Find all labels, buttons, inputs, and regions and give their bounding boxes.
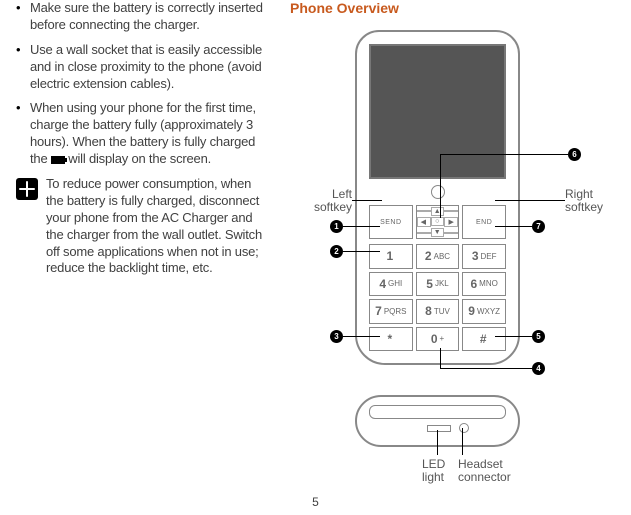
- keypad: 12ABC3DEF 4GHI5JKL6MNO 7PQRS8TUV9WXYZ *0+#: [369, 244, 506, 351]
- callout-num-7: 7: [532, 220, 545, 233]
- led-light-icon: [427, 425, 451, 432]
- phone-diagram: SEND ▲ ◀○▶ ▼ END 12ABC3DEF4GHI5JKL6MNO7P…: [310, 30, 610, 500]
- leader-line: [440, 154, 568, 155]
- callout-num-1: 1: [330, 220, 343, 233]
- keypad-key: 2ABC: [416, 244, 460, 269]
- callout-num-4: 4: [532, 362, 545, 375]
- leader-line: [343, 251, 380, 252]
- bullet-item: Use a wall socket that is easily accessi…: [16, 42, 270, 93]
- tip-block: To reduce power consumption, when the ba…: [16, 176, 270, 277]
- tip-icon: [16, 178, 38, 200]
- leader-line: [440, 368, 532, 369]
- phone-logo-icon: [431, 185, 445, 199]
- end-label: END: [476, 219, 492, 226]
- bullet-item: Make sure the battery is correctly inser…: [16, 0, 270, 34]
- leader-line: [495, 226, 532, 227]
- keypad-key: *: [369, 327, 413, 352]
- leader-line: [440, 348, 441, 368]
- send-label: SEND: [380, 219, 401, 226]
- page-number: 5: [312, 495, 319, 509]
- softkey-row: SEND ▲ ◀○▶ ▼ END: [369, 205, 506, 239]
- headset-connector-label: Headset connector: [458, 458, 511, 484]
- leader-line: [440, 154, 441, 218]
- battery-icon: [51, 156, 65, 164]
- keypad-key: 6MNO: [462, 272, 506, 297]
- keypad-key: 4GHI: [369, 272, 413, 297]
- bullet-list: Make sure the battery is correctly inser…: [16, 0, 270, 168]
- leader-line: [352, 200, 382, 201]
- phone-overview-heading: Phone Overview: [290, 0, 621, 16]
- keypad-key: 8TUV: [416, 299, 460, 324]
- keypad-key: 3DEF: [462, 244, 506, 269]
- right-column: Phone Overview SEND ▲ ◀○▶ ▼ END 12ABC3DE…: [280, 0, 631, 515]
- leader-line: [462, 428, 463, 455]
- left-column: Make sure the battery is correctly inser…: [0, 0, 280, 515]
- led-light-label: LED light: [422, 458, 445, 484]
- callout-num-3: 3: [330, 330, 343, 343]
- keypad-key: 0+: [416, 327, 460, 352]
- keypad-key: 5JKL: [416, 272, 460, 297]
- headset-jack-icon: [459, 423, 469, 433]
- callout-num-6: 6: [568, 148, 581, 161]
- end-key: END: [462, 205, 506, 239]
- phone-screen: [369, 44, 506, 179]
- keypad-key: #: [462, 327, 506, 352]
- left-softkey-label: Left softkey: [310, 188, 352, 214]
- callout-num-5: 5: [532, 330, 545, 343]
- leader-line: [437, 430, 438, 455]
- send-key: SEND: [369, 205, 413, 239]
- keypad-key: 7PQRS: [369, 299, 413, 324]
- leader-line: [343, 336, 380, 337]
- callout-num-2: 2: [330, 245, 343, 258]
- leader-line: [495, 336, 532, 337]
- bullet-item: When using your phone for the first time…: [16, 100, 270, 168]
- phone-body: SEND ▲ ◀○▶ ▼ END 12ABC3DEF 4GHI5JKL6MNO 7P…: [355, 30, 520, 365]
- right-softkey-label: Right softkey: [565, 188, 603, 214]
- nav-pad: ▲ ◀○▶ ▼: [416, 205, 460, 239]
- phone-top-bezel: [369, 405, 506, 419]
- keypad-key: 9WXYZ: [462, 299, 506, 324]
- leader-line: [495, 200, 565, 201]
- keypad-key: 1: [369, 244, 413, 269]
- leader-line: [343, 226, 380, 227]
- tip-text: To reduce power consumption, when the ba…: [46, 176, 270, 277]
